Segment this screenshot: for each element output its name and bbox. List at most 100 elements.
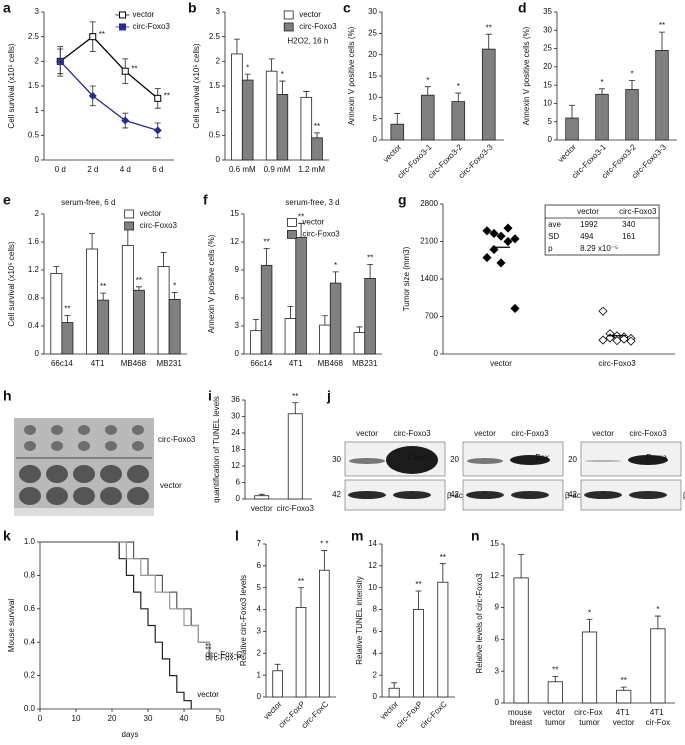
legend-swatch [286,229,297,239]
protein-label: β-actin [683,491,685,500]
error-bar [356,326,363,333]
tumor [73,465,95,483]
y-tick-label: 30 [368,7,377,16]
y-tick-label: 0.0 [24,704,36,713]
y-tick-label: 2 [257,648,262,657]
y-tick-label: 20 [368,50,377,59]
band [511,491,549,499]
bar [595,93,609,141]
y-tick-label: 0.4 [24,637,36,646]
bar [412,609,425,698]
significance: ** [131,64,137,73]
y-tick-label: 0 [548,135,553,144]
bar [388,687,400,698]
x-tick-label: MB231 [156,359,182,368]
point [121,116,130,125]
y-tick-label: 15 [490,539,499,548]
y-tick-label: 10 [368,92,377,101]
bar [254,495,270,500]
error-bar [268,58,275,72]
panel-label: m [351,528,363,544]
bar [319,569,330,698]
lane-label: circ-Foxo3 [511,429,549,438]
y-tick-label: 0.5 [209,130,221,139]
y-axis-label: Annexin V positive cells (%) [207,234,216,333]
y-axis-label: Cell survival (x10⁵ cells) [7,241,16,326]
y-tick-label: 2.5 [28,32,40,41]
legend-swatch [124,221,135,231]
error-bar [160,252,167,267]
photo-label: circ-Foxo3 [158,435,196,444]
y-tick-label: 9 [235,265,240,274]
bar [50,273,63,355]
error-bar [455,92,462,102]
x-tick-label: 66c14 [250,359,272,368]
point [619,334,629,344]
x-tick-label: 2 d [87,165,98,174]
mw-label: 20 [568,455,577,464]
bar [61,322,74,355]
significance: ** [100,282,106,291]
error-bar [439,563,446,583]
x-tick-label: vector [381,142,403,164]
panel-label: c [343,0,351,16]
tumor [19,465,41,483]
legend-label: vector [133,10,155,19]
y-tick-label: 30 [231,412,240,421]
y-tick-label: 14 [368,539,377,548]
point [612,336,622,346]
table-cell: 8.29 x10⁻⁵ [580,244,618,253]
lane-label: vector [356,429,378,438]
tumor [73,487,95,505]
error-bar [552,676,559,682]
y-tick-label: 0 [35,349,40,358]
y-tick-label: 9 [495,603,500,612]
y-tick-label: 7 [257,539,262,548]
x-axis-label: days [122,730,139,739]
y-tick-label: 5 [373,114,378,123]
y-tick-label: 1400 [420,274,438,283]
error-bar [654,615,661,629]
table-cell: 1992 [580,220,598,229]
x-tick-label: 0.6 mM [229,165,256,174]
series-label: circ-Fox-P [205,654,241,663]
x-tick-label: 0 d [55,165,66,174]
tumor [78,441,90,451]
x-tick-label: 0.9 mM [264,165,291,174]
point [598,306,608,316]
y-tick-label: 6 [373,627,378,636]
error-bar [244,73,251,81]
bar [287,413,303,500]
band [585,460,621,462]
point [503,223,513,233]
bar [513,577,529,704]
error-bar [394,113,401,125]
y-tick-label: 5 [257,583,262,592]
bar [86,248,99,355]
bar [168,298,181,355]
y-tick-label: 36 [231,395,240,404]
point [482,226,492,236]
significance: ** [552,666,558,675]
table-header: vector [577,207,599,216]
tumor [100,487,122,505]
band [584,491,622,499]
y-tick-label: 2.5 [209,32,221,41]
bar [157,266,170,355]
table-header: circ-Foxo3 [619,207,657,216]
significance: * [588,608,591,617]
tumor [127,465,149,483]
error-bar [64,315,71,323]
y-axis-label: Relative TUNEL intensity [355,576,364,664]
table-cell: SD [548,232,559,241]
bar [547,681,563,704]
tumor [127,487,149,505]
y-tick-label: 0.6 [24,604,36,613]
error-bar [298,222,305,238]
x-tick-label: vector [378,699,400,721]
significance: ** [205,646,211,655]
y-tick-label: 12 [231,461,240,470]
band [393,491,431,499]
point [154,94,162,102]
